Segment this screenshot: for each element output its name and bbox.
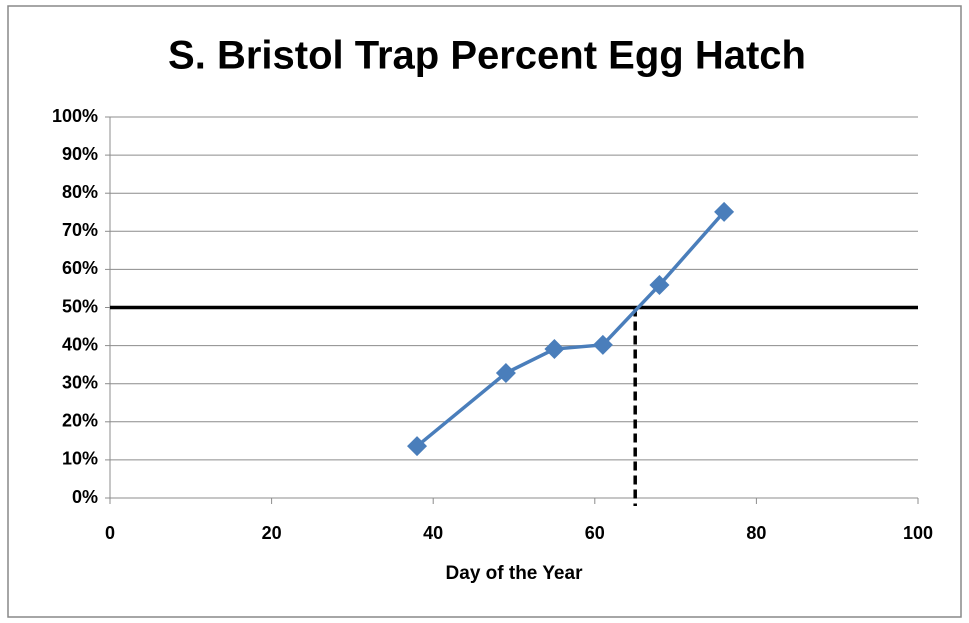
x-tick-label: 20 bbox=[262, 523, 282, 543]
data-line bbox=[415, 210, 726, 448]
y-tick-label: 0% bbox=[72, 487, 98, 507]
y-tick-label: 30% bbox=[62, 372, 98, 392]
chart-title: S. Bristol Trap Percent Egg Hatch bbox=[168, 34, 806, 78]
y-tick-label: 10% bbox=[62, 449, 98, 469]
y-tick-label: 60% bbox=[62, 258, 98, 278]
x-tick-label: 60 bbox=[585, 523, 605, 543]
x-tick-label: 80 bbox=[746, 523, 766, 543]
x-tick-label: 40 bbox=[423, 523, 443, 543]
y-tick-label: 100% bbox=[52, 106, 98, 126]
y-tick-label: 50% bbox=[62, 296, 98, 316]
x-tick-label: 100 bbox=[903, 523, 933, 543]
data-point bbox=[495, 363, 516, 384]
data-point bbox=[592, 334, 613, 355]
y-tick-label: 40% bbox=[62, 334, 98, 354]
y-tick-label: 20% bbox=[62, 411, 98, 431]
y-tick-label: 70% bbox=[62, 220, 98, 240]
y-tick-label: 80% bbox=[62, 182, 98, 202]
chart-border bbox=[7, 5, 962, 618]
x-tick-label: 0 bbox=[105, 523, 115, 543]
data-point bbox=[714, 201, 735, 222]
y-tick-label: 90% bbox=[62, 144, 98, 164]
data-point bbox=[544, 339, 565, 360]
x-axis-label: Day of the Year bbox=[446, 563, 584, 584]
data-point bbox=[649, 275, 670, 296]
data-point bbox=[407, 436, 428, 457]
